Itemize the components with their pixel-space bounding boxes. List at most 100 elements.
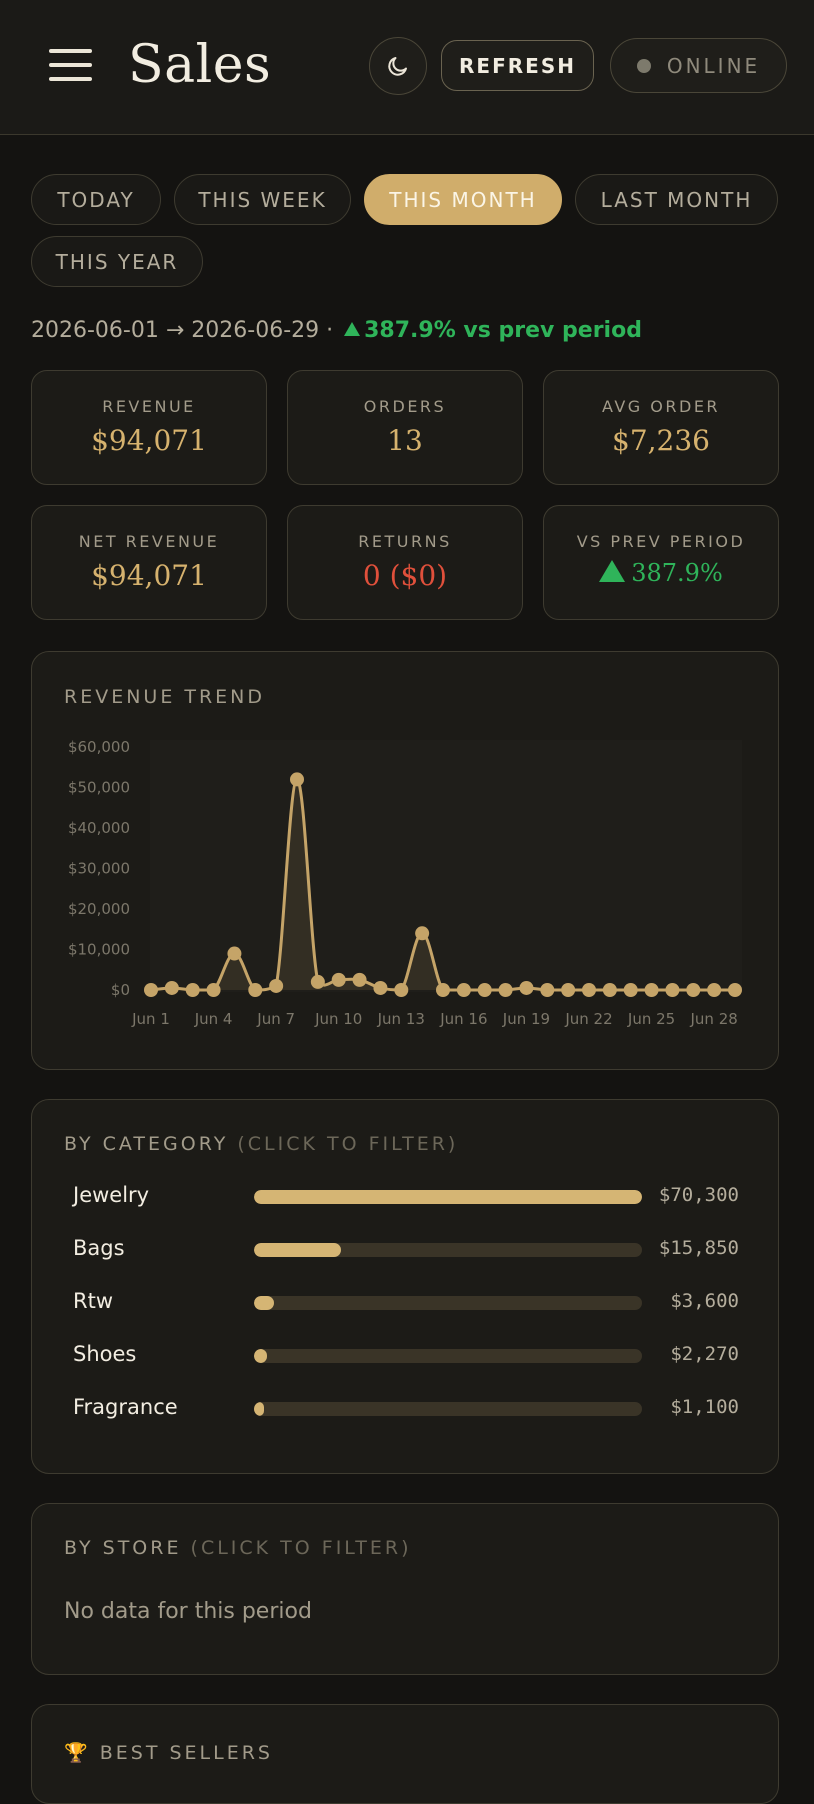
- data-point[interactable]: [686, 983, 701, 997]
- revenue-trend-panel: REVENUE TREND $0 $10,000 $20,000 $30,000 $40…: [31, 651, 779, 1070]
- stat-value: 13: [387, 424, 423, 457]
- stat-label: REVENUE: [102, 397, 196, 416]
- data-point[interactable]: [206, 983, 221, 997]
- data-point[interactable]: [269, 978, 284, 993]
- panel-title: REVENUE TREND: [64, 686, 266, 708]
- x-tick-label: Jun 4: [194, 1010, 233, 1028]
- revenue-trend-chart: $0 $10,000 $20,000 $30,000 $40,000 $50,000 $60…: [68, 738, 742, 1028]
- data-point[interactable]: [164, 980, 179, 995]
- x-tick-label: Jun 13: [377, 1010, 425, 1028]
- date-range-text: 2026-06-01 → 2026-06-29 ·: [31, 318, 334, 343]
- y-tick-label: $50,000: [68, 779, 130, 797]
- data-point[interactable]: [310, 974, 325, 989]
- category-value: $1,100: [670, 1396, 739, 1418]
- x-tick-label: Jun 10: [314, 1010, 362, 1028]
- x-tick-label: Jun 22: [564, 1010, 612, 1028]
- period-this-week[interactable]: THIS WEEK: [174, 174, 351, 225]
- stat-value: $94,071: [91, 559, 207, 592]
- stat-card-vs-prev: VS PREV PERIOD 387.9%: [543, 505, 779, 620]
- y-tick-label: $20,000: [68, 900, 130, 918]
- data-point[interactable]: [331, 972, 346, 987]
- page-title: Sales: [128, 35, 272, 95]
- x-tick-label: Jun 7: [256, 1010, 295, 1028]
- x-tick-label: Jun 16: [439, 1010, 487, 1028]
- category-name: Bags: [73, 1236, 125, 1260]
- data-point[interactable]: [227, 946, 242, 961]
- stat-card-orders: ORDERS 13: [287, 370, 523, 485]
- status-dot-icon: [636, 58, 651, 73]
- refresh-button[interactable]: REFRESH: [441, 40, 594, 91]
- panel-title-hint: (CLICK TO FILTER): [237, 1133, 459, 1155]
- category-row[interactable]: Fragrance $1,100: [73, 1393, 739, 1423]
- y-tick-label: $60,000: [68, 738, 130, 756]
- data-point[interactable]: [477, 983, 492, 997]
- data-point[interactable]: [728, 983, 742, 997]
- range-change-text: 387.9% vs prev period: [364, 318, 642, 343]
- category-value: $2,270: [670, 1343, 739, 1365]
- data-point[interactable]: [582, 983, 596, 997]
- panel-title: BY STORE (CLICK TO FILTER): [64, 1537, 412, 1559]
- data-point[interactable]: [519, 980, 534, 995]
- category-bar-track: [254, 1402, 642, 1416]
- empty-state: No data for this period: [64, 1599, 312, 1624]
- data-point[interactable]: [707, 983, 722, 997]
- period-this-year[interactable]: THIS YEAR: [31, 236, 203, 287]
- data-point[interactable]: [352, 972, 367, 987]
- data-point[interactable]: [290, 772, 304, 787]
- category-bar-track: [254, 1190, 642, 1204]
- data-point[interactable]: [644, 983, 659, 997]
- stat-value: 387.9%: [544, 559, 778, 587]
- data-point[interactable]: [602, 983, 617, 997]
- data-point[interactable]: [456, 983, 471, 997]
- category-name: Jewelry: [73, 1183, 150, 1207]
- up-triangle-icon: [344, 322, 361, 336]
- stat-value: 0 ($0): [362, 559, 448, 592]
- y-tick-label: $30,000: [68, 860, 130, 878]
- category-row[interactable]: Bags $15,850: [73, 1234, 739, 1264]
- category-row[interactable]: Shoes $2,270: [73, 1340, 739, 1370]
- x-tick-label: Jun 25: [627, 1010, 675, 1028]
- plot-area: [150, 740, 742, 992]
- hamburger-menu-icon[interactable]: [49, 49, 92, 82]
- category-name: Rtw: [73, 1289, 114, 1313]
- date-range: 2026-06-01 → 2026-06-29 · 387.9% vs prev…: [31, 318, 642, 343]
- period-today[interactable]: TODAY: [31, 174, 161, 225]
- panel-title-text: BEST SELLERS: [99, 1742, 273, 1764]
- theme-toggle-button[interactable]: [369, 37, 427, 95]
- stat-card-revenue: REVENUE $94,071: [31, 370, 267, 485]
- stat-label: NET REVENUE: [78, 532, 220, 551]
- data-point[interactable]: [185, 983, 200, 997]
- category-row[interactable]: Rtw $3,600: [73, 1287, 739, 1317]
- period-last-month[interactable]: LAST MONTH: [575, 174, 778, 225]
- period-this-month[interactable]: THIS MONTH: [364, 174, 562, 225]
- category-name: Fragrance: [73, 1395, 178, 1419]
- best-sellers-panel: 🏆 BEST SELLERS: [31, 1704, 779, 1804]
- panel-title-hint: (CLICK TO FILTER): [190, 1537, 412, 1559]
- x-tick-label: Jun 28: [689, 1010, 737, 1028]
- data-point[interactable]: [248, 983, 263, 997]
- data-point[interactable]: [498, 983, 513, 997]
- data-point[interactable]: [665, 983, 680, 997]
- stat-label: AVG ORDER: [601, 397, 721, 416]
- data-point[interactable]: [540, 983, 555, 997]
- stat-value: $7,236: [612, 424, 710, 457]
- stat-card-returns: RETURNS 0 ($0): [287, 505, 523, 620]
- stat-value-text: 387.9%: [631, 559, 723, 587]
- data-point[interactable]: [436, 983, 450, 997]
- data-point[interactable]: [561, 983, 576, 997]
- category-bar-fill: [254, 1402, 264, 1416]
- data-point[interactable]: [144, 983, 158, 997]
- panel-title-text: BY CATEGORY: [64, 1133, 229, 1155]
- category-row[interactable]: Jewelry $70,300: [73, 1181, 739, 1211]
- x-tick-label: Jun 19: [502, 1010, 550, 1028]
- data-point[interactable]: [623, 983, 638, 997]
- stat-card-avg-order: AVG ORDER $7,236: [543, 370, 779, 485]
- category-bar-track: [254, 1243, 642, 1257]
- panel-title: BY CATEGORY (CLICK TO FILTER): [64, 1133, 458, 1155]
- data-point[interactable]: [373, 980, 388, 995]
- data-point[interactable]: [415, 926, 430, 941]
- data-point[interactable]: [394, 983, 409, 997]
- stat-label: ORDERS: [363, 397, 447, 416]
- y-tick-label: $0: [111, 981, 130, 999]
- y-tick-label: $10,000: [68, 941, 130, 959]
